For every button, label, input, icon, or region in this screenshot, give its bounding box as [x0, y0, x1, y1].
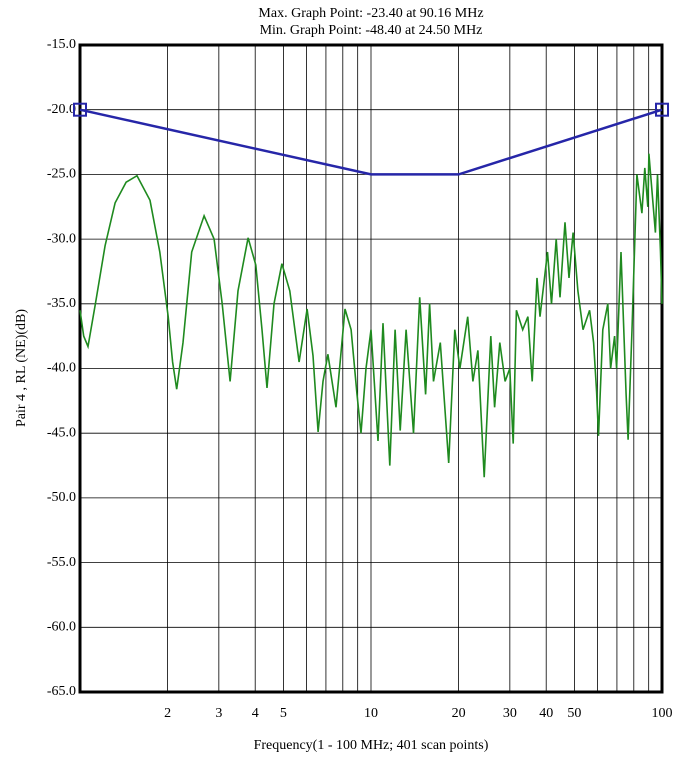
x-tick-label: 10: [364, 706, 378, 721]
x-tick-label: 100: [652, 706, 673, 721]
y-tick-label: -60.0: [47, 620, 76, 635]
x-tick-label: 3: [215, 706, 222, 721]
y-tick-label: -35.0: [47, 296, 76, 311]
series-line: [79, 153, 663, 478]
series-marker: [655, 102, 669, 117]
series-marker: [73, 102, 87, 117]
y-tick-label: -30.0: [47, 231, 76, 246]
y-tick-label: -40.0: [47, 361, 76, 376]
x-tick-label: 30: [503, 706, 517, 721]
x-tick-label: 5: [280, 706, 287, 721]
y-tick-label: -45.0: [47, 425, 76, 440]
x-axis-label: Frequency(1 - 100 MHz; 401 scan points): [254, 738, 489, 753]
y-axis-label: Pair 4 , RL (NE)(dB): [14, 309, 29, 427]
chart-subtitle: Min. Graph Point: -48.40 at 24.50 MHz: [260, 23, 483, 38]
plot-frame: [78, 43, 664, 694]
y-tick-label: -20.0: [47, 102, 76, 117]
x-tick-label: 40: [539, 706, 553, 721]
y-tick-label: -65.0: [47, 684, 76, 699]
y-tick-label: -50.0: [47, 490, 76, 505]
y-tick-label: -25.0: [47, 167, 76, 182]
x-tick-label: 2: [164, 706, 171, 721]
x-tick-label: 20: [452, 706, 466, 721]
chart-title: Max. Graph Point: -23.40 at 90.16 MHz: [258, 6, 483, 21]
y-tick-label: -15.0: [47, 37, 76, 52]
series-line: [79, 108, 663, 176]
x-tick-label: 4: [252, 706, 259, 721]
y-tick-label: -55.0: [47, 555, 76, 570]
x-tick-label: 50: [567, 706, 581, 721]
